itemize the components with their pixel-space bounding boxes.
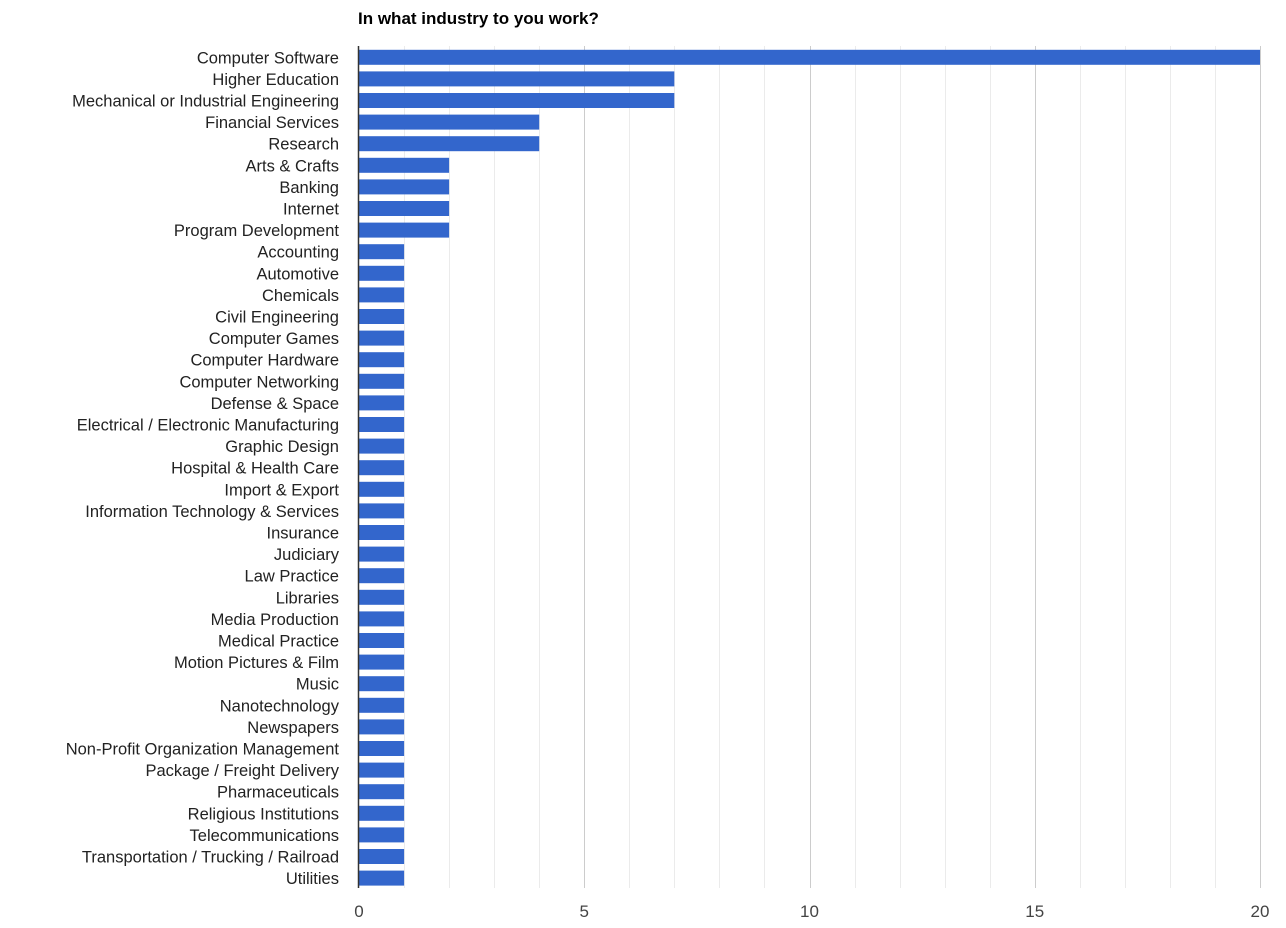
category-label: Research <box>268 136 339 154</box>
bar <box>359 417 405 432</box>
bar <box>359 244 405 260</box>
category-label: Chemicals <box>262 287 339 305</box>
bars <box>359 49 1260 886</box>
category-label: Accounting <box>257 244 339 262</box>
category-label: Higher Education <box>212 71 339 89</box>
category-label: Religious Institutions <box>188 805 339 823</box>
category-label: Media Production <box>211 611 339 629</box>
x-tick-label: 15 <box>1025 902 1044 921</box>
category-label: Hospital & Health Care <box>171 460 339 478</box>
bar <box>359 654 405 670</box>
x-tick-labels: 0 5 10 15 20 <box>354 902 1269 921</box>
bar <box>359 114 540 130</box>
bar <box>359 481 405 497</box>
bar <box>359 719 405 735</box>
category-label: Pharmaceuticals <box>217 784 339 802</box>
category-label: Banking <box>279 179 339 197</box>
category-label: Computer Software <box>197 49 339 67</box>
category-label: Libraries <box>276 589 339 607</box>
bar <box>359 849 405 864</box>
bar <box>359 179 450 195</box>
category-label: Computer Hardware <box>190 352 339 370</box>
bar <box>359 352 405 368</box>
bar <box>359 201 450 216</box>
bar <box>359 438 405 454</box>
bar <box>359 870 405 886</box>
category-label: Computer Networking <box>179 373 339 391</box>
category-label: Newspapers <box>247 719 339 737</box>
x-tick-label: 10 <box>800 902 819 921</box>
category-label: Nanotechnology <box>220 697 340 715</box>
category-label: Telecommunications <box>190 827 339 845</box>
bar <box>359 827 405 843</box>
category-label: Medical Practice <box>218 633 339 651</box>
gridlines <box>404 46 1261 888</box>
bar <box>359 633 405 648</box>
category-label: Arts & Crafts <box>245 157 339 175</box>
bar <box>359 330 405 346</box>
category-label: Mechanical or Industrial Engineering <box>72 93 339 111</box>
bar <box>359 460 405 476</box>
category-label: Information Technology & Services <box>85 503 339 521</box>
category-label: Internet <box>283 201 339 219</box>
bar <box>359 395 405 411</box>
category-label: Defense & Space <box>211 395 339 413</box>
bar <box>359 222 450 238</box>
category-label: Financial Services <box>205 114 339 132</box>
category-labels: Computer Software Higher Education Mechani… <box>66 49 340 888</box>
chart-title: In what industry to you work? <box>358 9 599 28</box>
bar <box>359 49 1260 65</box>
bar <box>359 611 405 627</box>
bar <box>359 525 405 540</box>
bar <box>359 136 540 152</box>
category-label: Non-Profit Organization Management <box>66 741 340 759</box>
category-label: Program Development <box>174 222 339 240</box>
category-label: Civil Engineering <box>215 309 339 327</box>
category-label: Music <box>296 676 339 694</box>
bar <box>359 157 450 173</box>
bar <box>359 676 405 692</box>
category-label: Computer Games <box>209 330 339 348</box>
bar <box>359 287 405 303</box>
category-label: Package / Freight Delivery <box>146 762 340 780</box>
bar <box>359 589 405 605</box>
category-label: Law Practice <box>245 568 339 586</box>
category-label: Graphic Design <box>225 438 339 456</box>
bar <box>359 309 405 324</box>
category-label: Utilities <box>286 870 339 888</box>
bar <box>359 784 405 800</box>
bar <box>359 265 405 281</box>
bar <box>359 71 675 87</box>
bar <box>359 503 405 519</box>
bar <box>359 741 405 756</box>
bar <box>359 93 675 108</box>
bar <box>359 568 405 584</box>
bar <box>359 805 405 821</box>
category-label: Automotive <box>256 265 339 283</box>
category-label: Transportation / Trucking / Railroad <box>82 849 339 867</box>
x-tick-label: 0 <box>354 902 363 921</box>
bar <box>359 546 405 562</box>
bar <box>359 373 405 389</box>
bar <box>359 762 405 778</box>
category-label: Motion Pictures & Film <box>174 654 339 672</box>
category-label: Insurance <box>267 525 339 543</box>
category-label: Import & Export <box>224 481 339 499</box>
category-label: Judiciary <box>274 546 340 564</box>
category-label: Electrical / Electronic Manufacturing <box>77 417 339 435</box>
x-tick-label: 20 <box>1251 902 1270 921</box>
bar <box>359 697 405 713</box>
x-tick-label: 5 <box>580 902 589 921</box>
